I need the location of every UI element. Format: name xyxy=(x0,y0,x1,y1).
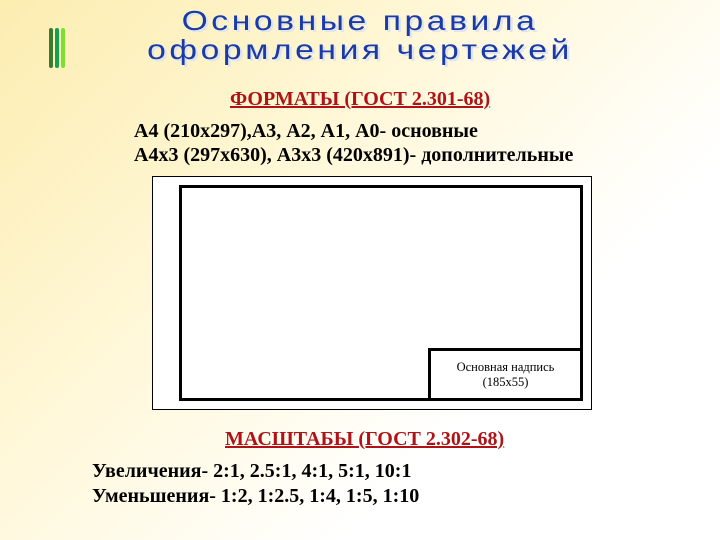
slide-title: Основные правила оформления чертежей xyxy=(0,6,720,65)
drawing-title-block: Основная надпись (185х55) xyxy=(428,348,580,398)
title-block-line2: (185х55) xyxy=(457,375,555,389)
scales-reduce-line: Уменьшения- 1:2, 1:2.5, 1:4, 1:5, 1:10 xyxy=(92,485,419,508)
heading-formats: ФОРМАТЫ (ГОСТ 2.301-68) xyxy=(230,88,490,111)
heading-scales: МАСШТАБЫ (ГОСТ 2.302-68) xyxy=(225,428,504,451)
title-block-line1: Основная надпись xyxy=(457,360,555,374)
slide-title-line2: оформления чертежей xyxy=(0,35,720,64)
drawing-frame-outer: Основная надпись (185х55) xyxy=(152,176,592,410)
formats-main-line: А4 (210х297),А3, А2, А1, А0- основные xyxy=(134,120,478,143)
slide-title-line1: Основные правила xyxy=(0,6,720,35)
scales-enlarge-line: Увеличения- 2:1, 2.5:1, 4:1, 5:1, 10:1 xyxy=(92,460,411,483)
drawing-frame-inner: Основная надпись (185х55) xyxy=(179,185,583,401)
formats-extra-line: А4х3 (297х630), А3х3 (420х891)- дополнит… xyxy=(134,144,573,167)
